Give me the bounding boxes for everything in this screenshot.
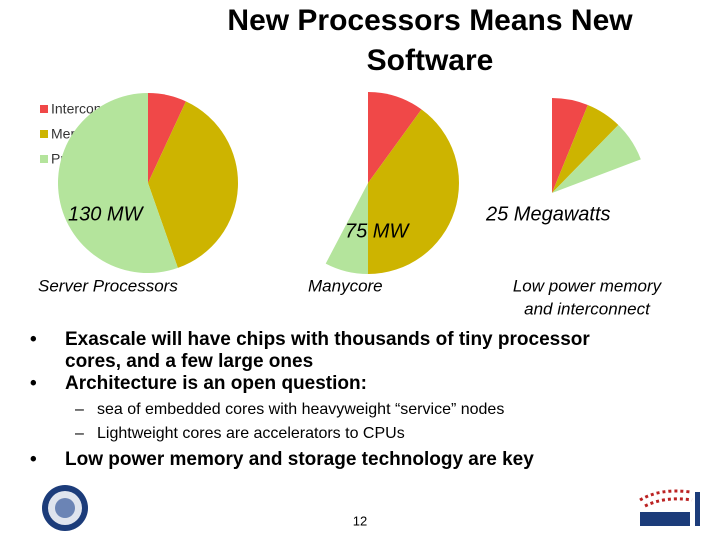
bullet-dot: • bbox=[30, 449, 37, 470]
legend-swatch bbox=[40, 130, 48, 138]
pie-slice bbox=[148, 93, 186, 183]
bullet-text: Low power memory and storage technology … bbox=[65, 449, 534, 470]
bullet-text: Exascale will have chips with thousands … bbox=[65, 329, 590, 350]
pie-slice bbox=[58, 93, 178, 273]
sub-bullet-dash: – bbox=[75, 401, 84, 418]
pie-label: 130 MW bbox=[68, 203, 145, 225]
bullet-dot: • bbox=[30, 329, 37, 350]
pie-caption: and interconnect bbox=[524, 299, 651, 318]
berkeley-lab-logo bbox=[639, 489, 700, 526]
pie-slice bbox=[148, 101, 239, 268]
pie-caption: Server Processors bbox=[38, 276, 178, 295]
pie-caption: Low power memory bbox=[513, 276, 663, 295]
pie-slice bbox=[552, 98, 588, 193]
page-number: 12 bbox=[353, 513, 367, 528]
pie-caption: Manycore bbox=[308, 276, 383, 295]
pie-slice bbox=[325, 183, 368, 275]
sub-bullet-dash: – bbox=[75, 425, 84, 442]
slide-title: New Processors Means New bbox=[227, 4, 633, 37]
bullet-text: Architecture is an open question: bbox=[65, 373, 367, 394]
ucb-logo bbox=[42, 485, 88, 531]
pie-label: 75 MW bbox=[345, 220, 410, 242]
bullet-text: cores, and a few large ones bbox=[65, 351, 313, 372]
pie-slice bbox=[368, 109, 459, 274]
slide-title: Software bbox=[367, 44, 494, 77]
legend-swatch bbox=[40, 155, 48, 163]
pie-slice bbox=[368, 92, 422, 183]
bullet-dot: • bbox=[30, 373, 37, 394]
sub-bullet-text: Lightweight cores are accelerators to CP… bbox=[97, 425, 405, 442]
legend-swatch bbox=[40, 105, 48, 113]
pie-label: 25 Megawatts bbox=[485, 203, 611, 225]
pie-slice bbox=[552, 125, 641, 193]
pie-slice bbox=[552, 105, 619, 193]
sub-bullet-text: sea of embedded cores with heavyweight “… bbox=[97, 401, 504, 418]
